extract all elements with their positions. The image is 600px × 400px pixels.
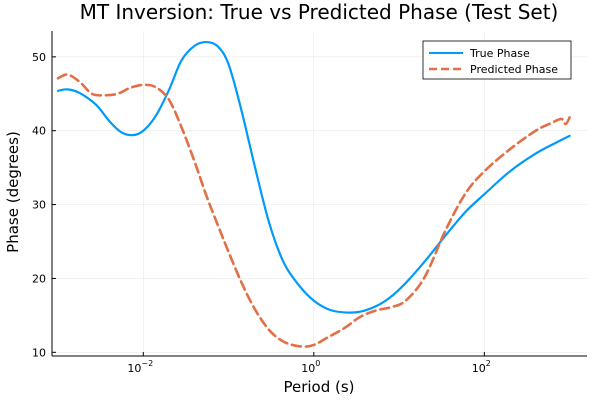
x-axis-label: Period (s) (283, 378, 354, 396)
grid (52, 31, 587, 356)
y-tick-label: 10 (32, 346, 46, 359)
ticks: 10−2 100 102 10 20 30 40 50 (32, 51, 491, 375)
x-tick-label: 10−2 (127, 359, 153, 375)
legend-label-true-phase: True Phase (469, 47, 530, 60)
legend-box (422, 40, 572, 80)
legend: True Phase Predicted Phase (422, 40, 572, 80)
plot-frame (51, 31, 587, 357)
series-lines (56, 40, 571, 348)
y-tick-label: 50 (32, 51, 46, 64)
y-tick-label: 30 (32, 199, 46, 212)
chart-title: MT Inversion: True vs Predicted Phase (T… (80, 0, 559, 24)
legend-label-predicted-phase: Predicted Phase (470, 63, 558, 76)
x-tick-label: 100 (301, 359, 320, 375)
y-axis-label: Phase (degrees) (4, 131, 22, 253)
y-tick-label: 20 (32, 272, 46, 285)
x-tick-label: 102 (472, 359, 491, 375)
y-tick-label: 40 (32, 125, 46, 138)
series-line-predicted-phase (56, 73, 571, 348)
series-line-true-phase (56, 40, 571, 314)
